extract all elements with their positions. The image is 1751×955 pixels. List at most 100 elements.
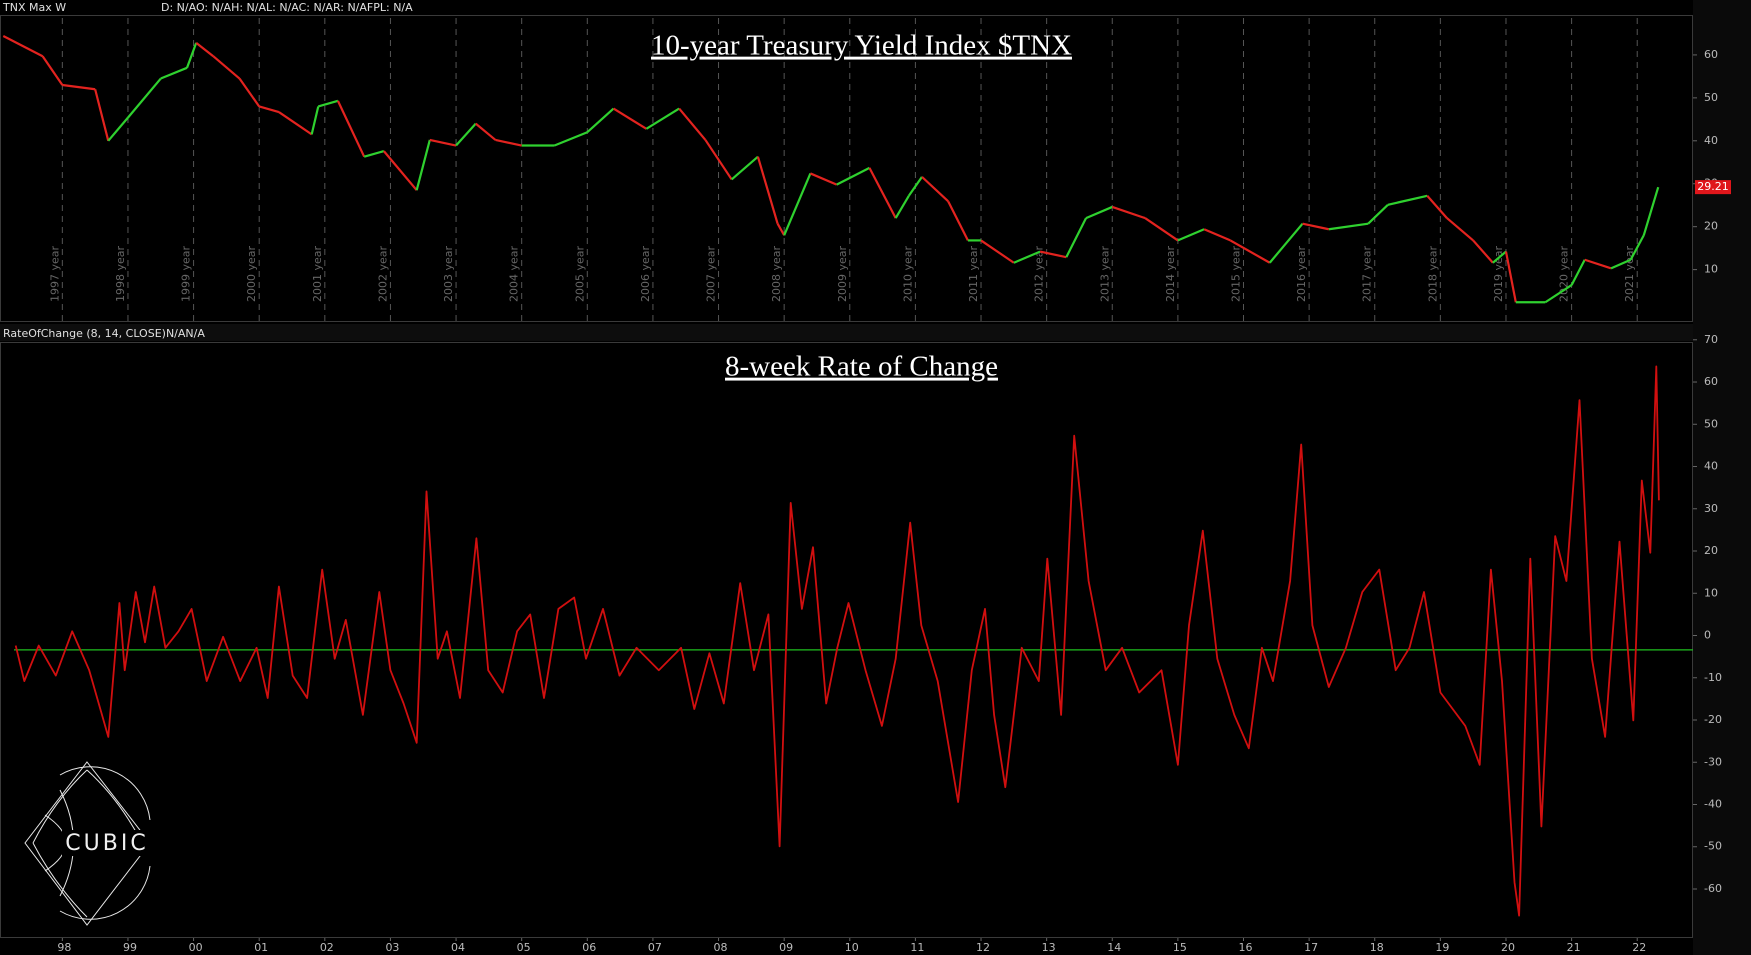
price-segment: [1085, 205, 1113, 220]
symbol-label: TNX Max W: [2, 1, 66, 14]
x-tick-label: 10: [845, 941, 859, 954]
y-tick-label: -20: [1704, 713, 1722, 726]
year-label: 2010 year: [901, 245, 914, 302]
logo: [24, 761, 152, 926]
y-tick-label: 70: [1704, 333, 1718, 346]
last-price-label: 29.21: [1697, 180, 1729, 193]
x-tick-label: 11: [910, 941, 924, 954]
x-tick-label: 15: [1173, 941, 1187, 954]
price-segment: [1268, 222, 1304, 264]
price-segment: [921, 176, 949, 203]
year-label: 2000 year: [245, 245, 258, 302]
price-segment: [363, 150, 385, 158]
price-segment: [1610, 258, 1632, 270]
top-panel-frame: [0, 15, 1693, 322]
price-segment: [907, 176, 923, 197]
price-segment: [947, 200, 969, 241]
price-segment: [1328, 222, 1369, 231]
price-segment: [1065, 217, 1087, 258]
x-tick-label: 99: [123, 941, 137, 954]
price-segment: [41, 55, 64, 86]
x-tick-label: 02: [320, 941, 334, 954]
price-segment: [1629, 234, 1645, 261]
y-tick-label: 40: [1704, 460, 1718, 473]
price-segment: [238, 77, 261, 108]
price-segment: [336, 100, 366, 158]
year-label: 2015 year: [1230, 245, 1243, 302]
y-tick-label: 30: [1704, 502, 1718, 515]
price-segment: [836, 166, 870, 186]
price-segment: [1111, 205, 1146, 220]
price-segment: [258, 105, 280, 114]
x-tick-label: 17: [1304, 941, 1318, 954]
price-segment: [1504, 251, 1517, 303]
price-segment: [554, 131, 588, 147]
price-segment: [1584, 258, 1612, 270]
y-tick-label: 0: [1704, 629, 1711, 642]
price-segment: [383, 150, 418, 191]
y-tick-label: 10: [1704, 586, 1718, 599]
price-segment: [160, 66, 188, 80]
panel-title: 8-week Rate of Change: [725, 351, 998, 383]
study-header-bar: [0, 324, 1693, 341]
x-tick-label: 08: [714, 941, 728, 954]
x-tick-label: 20: [1501, 941, 1515, 954]
price-segment: [62, 83, 96, 91]
price-segment: [678, 107, 707, 141]
x-tick-label: 98: [57, 941, 71, 954]
price-segment: [868, 167, 897, 219]
price-segment: [495, 138, 522, 147]
price-segment: [1387, 194, 1428, 206]
year-label: 2018 year: [1426, 245, 1439, 302]
price-segment: [415, 139, 431, 191]
price-segment: [776, 223, 786, 236]
price-segment: [809, 172, 838, 186]
price-segment: [1544, 284, 1573, 304]
year-label: 2004 year: [508, 245, 521, 302]
price-segment: [455, 122, 477, 147]
price-segment: [1039, 250, 1067, 259]
year-label: 1997 year: [48, 245, 61, 302]
year-label: 2009 year: [836, 245, 849, 302]
x-tick-label: 16: [1239, 941, 1253, 954]
logo-text: CUBIC: [65, 831, 148, 856]
price-segment: [586, 107, 615, 134]
price-segment: [612, 107, 647, 130]
y-tick-label: 50: [1704, 417, 1718, 430]
price-segment: [1229, 239, 1271, 264]
x-tick-label: 14: [1107, 941, 1121, 954]
x-tick-label: 22: [1632, 941, 1646, 954]
price-segment: [1013, 250, 1041, 264]
year-label: 2003 year: [442, 245, 455, 302]
year-label: 2016 year: [1295, 245, 1308, 302]
price-segment: [1302, 222, 1330, 231]
x-tick-label: 01: [254, 941, 268, 954]
year-label: 1999 year: [180, 245, 193, 302]
year-label: 1998 year: [114, 245, 127, 302]
price-segment: [704, 139, 733, 181]
y-tick-label: 60: [1704, 375, 1718, 388]
x-tick-label: 05: [517, 941, 531, 954]
y-tick-label: 60: [1704, 48, 1718, 61]
price-segment: [94, 89, 110, 142]
y-tick-label: 40: [1704, 134, 1718, 147]
x-tick-label: 03: [385, 941, 399, 954]
y-tick-label: -40: [1704, 797, 1722, 810]
price-segment: [429, 138, 457, 147]
y-tick-label: 20: [1704, 544, 1718, 557]
x-tick-label: 07: [648, 941, 662, 954]
bottom-panel-frame: [0, 342, 1693, 938]
y-tick-label: -30: [1704, 755, 1722, 768]
price-segment: [127, 77, 162, 119]
price-segment: [1446, 217, 1474, 242]
year-label: 2007 year: [705, 245, 718, 302]
year-label: 2008 year: [770, 245, 783, 302]
price-segment: [1426, 195, 1448, 219]
year-label: 2002 year: [376, 245, 389, 302]
x-tick-label: 18: [1370, 941, 1384, 954]
y-tick-label: 10: [1704, 263, 1718, 276]
price-segment: [475, 122, 497, 141]
price-segment: [1144, 217, 1179, 242]
